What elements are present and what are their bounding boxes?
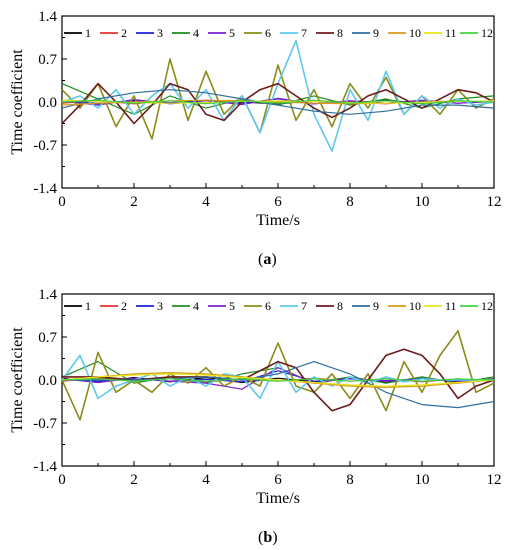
series-line-a-12: [61, 99, 495, 105]
panel-label-a-close: ): [271, 251, 276, 268]
series-line-b-11: [61, 373, 495, 387]
x-tick-label-b-2: 4: [202, 472, 210, 488]
panel-label-a-open: (: [258, 251, 263, 268]
y-tick-label-a-2: 0.0: [38, 95, 57, 111]
legend-label-a-3: 3: [157, 26, 163, 40]
legend-label-a-5: 5: [229, 26, 235, 40]
panel-label-b-open: (: [258, 529, 263, 546]
legend-label-a-6: 6: [265, 26, 271, 40]
series-line-a-8: [61, 82, 495, 125]
panel-a: 0 2 4 6 8 10 121.40.70.0-0.7-1.4 1 2 3 4 5 6 7 8 9 10 11…: [9, 9, 502, 268]
legend-a: 1 2 3 4 5 6 7 8 9 10 11 12: [64, 26, 493, 40]
panel-label-b-close: ): [272, 529, 277, 546]
x-tick-label-a-5: 10: [415, 194, 430, 210]
legend-label-a-8: 8: [337, 26, 343, 40]
series-group-a: [61, 39, 495, 152]
legend-label-a-7: 7: [301, 26, 307, 40]
ticks-b: 0 2 4 6 8 10 121.40.70.0-0.7-1.4: [33, 287, 501, 488]
legend-label-b-2: 2: [121, 299, 127, 313]
legend-label-b-9: 9: [373, 299, 379, 313]
x-tick-label-b-3: 6: [274, 472, 282, 488]
x-tick-label-a-1: 2: [130, 194, 138, 210]
legend-label-a-9: 9: [373, 26, 379, 40]
y-tick-label-b-0: 1.4: [38, 287, 57, 303]
x-tick-label-a-0: 0: [58, 194, 66, 210]
x-tick-label-b-6: 12: [487, 472, 502, 488]
y-tick-label-b-4: -1.4: [33, 459, 57, 475]
legend-label-b-4: 4: [193, 299, 199, 313]
x-tick-label-a-6: 12: [487, 194, 502, 210]
x-tick-label-a-4: 8: [346, 194, 354, 210]
legend-label-b-10: 10: [409, 299, 421, 313]
y-tick-label-a-3: -0.7: [33, 138, 57, 154]
y-tick-label-b-2: 0.0: [38, 373, 57, 389]
panel-b: 0 2 4 6 8 10 121.40.70.0-0.7-1.4 1 2 3 4 5 6 7 8 9 10 11…: [9, 287, 502, 546]
series-line-a-9: [61, 89, 495, 115]
x-tick-label-b-0: 0: [58, 472, 66, 488]
legend-label-b-5: 5: [229, 299, 235, 313]
y-tick-label-a-0: 1.4: [38, 9, 57, 25]
x-tick-label-b-5: 10: [415, 472, 430, 488]
x-axis-label-a: Time/s: [256, 212, 300, 229]
y-tick-label-a-1: 0.7: [38, 52, 57, 68]
panel-label-b-letter: b: [263, 529, 272, 546]
legend-label-b-6: 6: [265, 299, 271, 313]
series-group-b: [61, 330, 495, 421]
legend-label-b-3: 3: [157, 299, 163, 313]
series-line-b-8: [62, 348, 495, 412]
legend-label-a-1: 1: [85, 26, 91, 40]
legend-label-a-10: 10: [409, 26, 421, 40]
y-tick-label-b-1: 0.7: [38, 330, 57, 346]
x-axis-label-b: Time/s: [256, 490, 300, 507]
x-tick-label-a-3: 6: [274, 194, 282, 210]
legend-label-b-8: 8: [337, 299, 343, 313]
panel-label-b: (b): [258, 529, 278, 546]
legend-label-a-2: 2: [121, 26, 127, 40]
y-axis-label-b: Time coefficient: [9, 327, 26, 433]
panel-label-a: (a): [258, 251, 277, 268]
legend-label-b-12: 12: [481, 299, 493, 313]
x-tick-label-b-4: 8: [346, 472, 354, 488]
legend-label-a-12: 12: [481, 26, 493, 40]
series-line-a-5: [61, 97, 495, 106]
panel-label-a-letter: a: [263, 251, 271, 268]
legend-label-b-7: 7: [301, 299, 307, 313]
legend-b: 1 2 3 4 5 6 7 8 9 10 11 12: [64, 299, 493, 313]
ticks-a: 0 2 4 6 8 10 121.40.70.0-0.7-1.4: [33, 9, 501, 210]
series-line-b-9: [62, 361, 495, 409]
legend-label-a-11: 11: [445, 26, 457, 40]
series-line-a-7: [61, 39, 495, 152]
y-axis-label-a: Time coefficient: [9, 49, 26, 155]
legend-label-b-1: 1: [85, 299, 91, 313]
series-line-b-12: [61, 378, 495, 382]
legend-label-a-4: 4: [193, 26, 199, 40]
legend-label-b-11: 11: [445, 299, 457, 313]
y-tick-label-b-3: -0.7: [33, 416, 57, 432]
y-tick-label-a-4: -1.4: [33, 181, 57, 197]
x-tick-label-a-2: 4: [202, 194, 210, 210]
x-tick-label-b-1: 2: [130, 472, 138, 488]
